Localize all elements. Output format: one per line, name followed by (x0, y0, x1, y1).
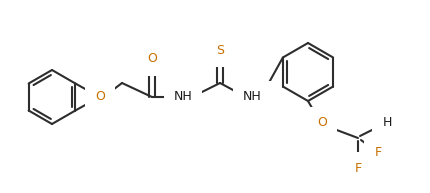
Text: NH: NH (174, 91, 192, 103)
Text: O: O (317, 117, 327, 130)
Text: S: S (216, 43, 224, 57)
Text: F: F (375, 146, 381, 158)
Text: O: O (147, 52, 157, 65)
Text: H: H (382, 115, 392, 129)
Text: F: F (354, 162, 362, 174)
Text: O: O (95, 91, 105, 103)
Text: NH: NH (243, 91, 261, 103)
